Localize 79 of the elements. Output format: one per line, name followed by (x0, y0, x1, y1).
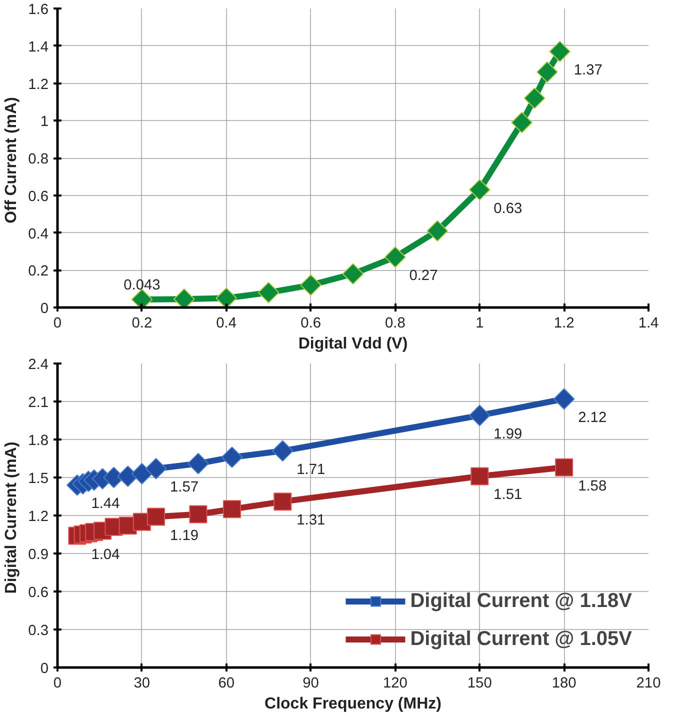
y-tick-label: 1.8 (28, 433, 48, 449)
data-label: 1.51 (494, 487, 522, 504)
point (511, 112, 533, 134)
point (189, 505, 208, 524)
y-tick-label: 2.1 (28, 395, 48, 411)
point (258, 282, 280, 304)
y-tick-label: 1.2 (28, 509, 48, 525)
y-tick-label: 0.6 (28, 188, 48, 205)
x-tick-label: 0.2 (132, 316, 152, 332)
data-label: 1.04 (91, 546, 120, 563)
legend-label: Digital Current @ 1.05V (410, 628, 632, 650)
point (188, 452, 209, 474)
point (468, 179, 490, 200)
point (524, 88, 546, 109)
point (468, 404, 490, 426)
point (426, 220, 448, 242)
data-label: 0.63 (494, 200, 522, 217)
x-tick-label: 0.6 (300, 316, 321, 332)
y-tick-label: 0.4 (28, 226, 48, 242)
point (536, 61, 558, 83)
point (300, 274, 322, 296)
x-tick-label: 150 (467, 676, 492, 692)
y-axis-title: Digital Current (mA) (3, 442, 20, 594)
y-tick-label: 2.4 (28, 357, 48, 373)
data-label: 2.12 (578, 410, 607, 426)
point (384, 246, 406, 268)
data-label: 1.19 (170, 528, 199, 544)
y-tick-label: 0.3 (28, 623, 48, 639)
point (272, 440, 294, 462)
y-tick-label: 1.5 (28, 471, 48, 487)
data-label: 1.44 (91, 496, 120, 512)
x-tick-label: 0 (53, 676, 62, 692)
x-tick-label: 1.4 (638, 316, 659, 332)
data-label: 1.71 (296, 462, 326, 478)
data-label: 1.99 (494, 426, 522, 442)
point (221, 446, 243, 468)
data-label: 1.37 (574, 62, 602, 78)
y-tick-label: 0.8 (28, 152, 48, 168)
point (222, 500, 241, 518)
x-tick-label: 0 (53, 316, 62, 332)
y-tick-label: 0.9 (28, 547, 48, 563)
x-tick-label: 0.4 (216, 316, 237, 332)
y-axis-title: Off Current (mA) (3, 97, 20, 224)
x-tick-label: 60 (218, 676, 235, 692)
point (173, 288, 195, 308)
y-tick-label: 1 (40, 114, 49, 130)
y-tick-label: 1.2 (28, 76, 48, 93)
point (553, 388, 575, 410)
data-label: 0.27 (409, 268, 438, 284)
point (147, 508, 165, 526)
x-tick-label: 90 (302, 676, 319, 692)
point (342, 263, 364, 285)
point (274, 492, 292, 511)
point (549, 40, 571, 62)
y-tick-label: 0.2 (28, 264, 48, 280)
y-tick-label: 1.6 (28, 2, 48, 18)
x-tick-label: 1.2 (554, 316, 574, 332)
point (555, 458, 574, 476)
data-label: 1.58 (578, 478, 607, 494)
x-tick-label: 0.8 (385, 316, 406, 332)
point (470, 467, 489, 486)
y-tick-label: 0 (40, 301, 49, 317)
data-label: 1.31 (296, 512, 326, 529)
y-tick-label: 0.6 (28, 585, 48, 601)
legend-label: Digital Current @ 1.18V (410, 590, 632, 612)
point (131, 463, 153, 484)
y-tick-label: 0 (40, 661, 49, 677)
x-tick-label: 120 (382, 676, 408, 692)
point (216, 287, 238, 308)
point (145, 458, 167, 480)
x-tick-label: 30 (134, 676, 150, 692)
x-tick-label: 180 (552, 676, 576, 692)
x-tick-label: 210 (636, 676, 661, 692)
y-tick-label: 1.4 (28, 39, 48, 56)
data-label: 1.57 (170, 480, 199, 496)
x-tick-label: 1 (476, 316, 484, 332)
data-label: 0.043 (124, 277, 160, 294)
x-axis-title: Digital Vdd (V) (298, 336, 408, 352)
x-axis-title: Clock Frequency (MHz) (264, 696, 442, 712)
